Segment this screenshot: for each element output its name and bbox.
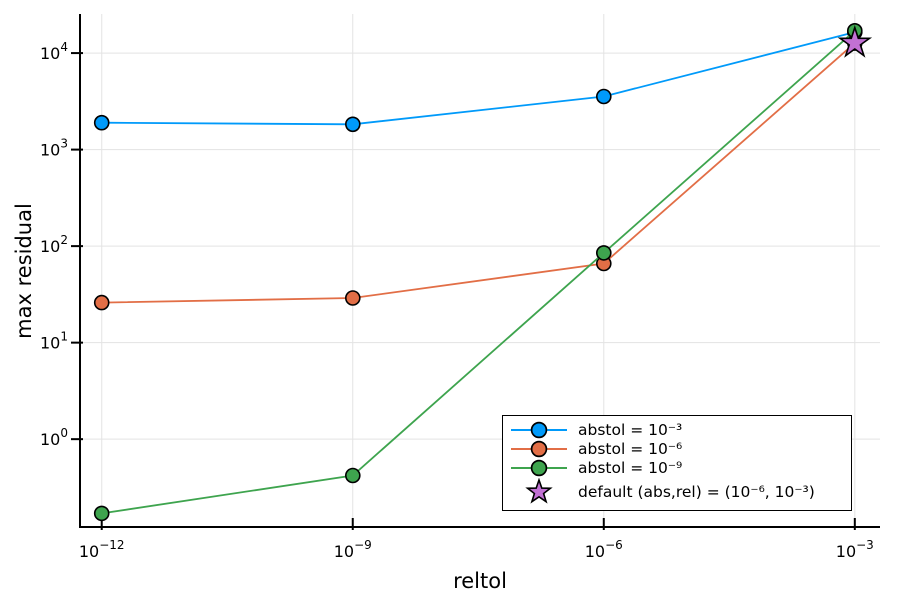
legend-box: abstol = 10⁻³ abstol = 10⁻⁶ abstol = 10⁻… — [502, 415, 852, 511]
y-tick-label: 101 — [40, 330, 68, 353]
y-axis-label: max residual — [12, 203, 36, 339]
green-line-circle-icon — [511, 459, 567, 477]
legend-label: abstol = 10⁻⁹ — [578, 459, 683, 477]
data-point-marker — [344, 467, 361, 484]
series-line-1 — [101, 31, 856, 126]
blue-line-circle-icon — [511, 421, 567, 439]
x-tick-label: 10−3 — [836, 538, 874, 561]
legend-item-abstol-1e-9: abstol = 10⁻⁹ — [508, 459, 843, 478]
legend-item-abstol-1e-6: abstol = 10⁻⁶ — [508, 440, 843, 459]
data-point-marker — [93, 114, 110, 131]
legend-item-default: default (abs,rel) = (10⁻⁶, 10⁻³) — [508, 477, 843, 506]
series-line-2 — [101, 42, 856, 304]
data-point-marker — [595, 88, 612, 105]
default-star-marker — [837, 25, 873, 58]
orange-line-circle-icon — [511, 440, 567, 458]
y-tick-label: 104 — [40, 40, 68, 63]
y-tick-label: 103 — [40, 137, 68, 160]
data-point-marker — [93, 294, 110, 311]
legend-item-abstol-1e-3: abstol = 10⁻³ — [508, 421, 843, 440]
data-point-marker — [93, 505, 110, 522]
x-tick-label: 10−6 — [585, 538, 623, 561]
star-marker-icon — [525, 477, 553, 504]
x-tick-label: 10−12 — [79, 538, 125, 561]
legend-label: default (abs,rel) = (10⁻⁶, 10⁻³) — [578, 482, 815, 501]
x-axis-label: reltol — [453, 569, 507, 593]
legend-label: abstol = 10⁻⁶ — [578, 440, 683, 458]
data-point-marker — [595, 245, 612, 261]
x-tick-label: 10−9 — [334, 538, 372, 561]
y-tick-label: 102 — [40, 233, 68, 256]
legend-label: abstol = 10⁻³ — [578, 421, 683, 439]
series-line-3 — [101, 30, 856, 515]
data-point-marker — [344, 116, 361, 133]
data-point-marker — [344, 290, 361, 306]
y-tick-label: 100 — [40, 426, 68, 449]
